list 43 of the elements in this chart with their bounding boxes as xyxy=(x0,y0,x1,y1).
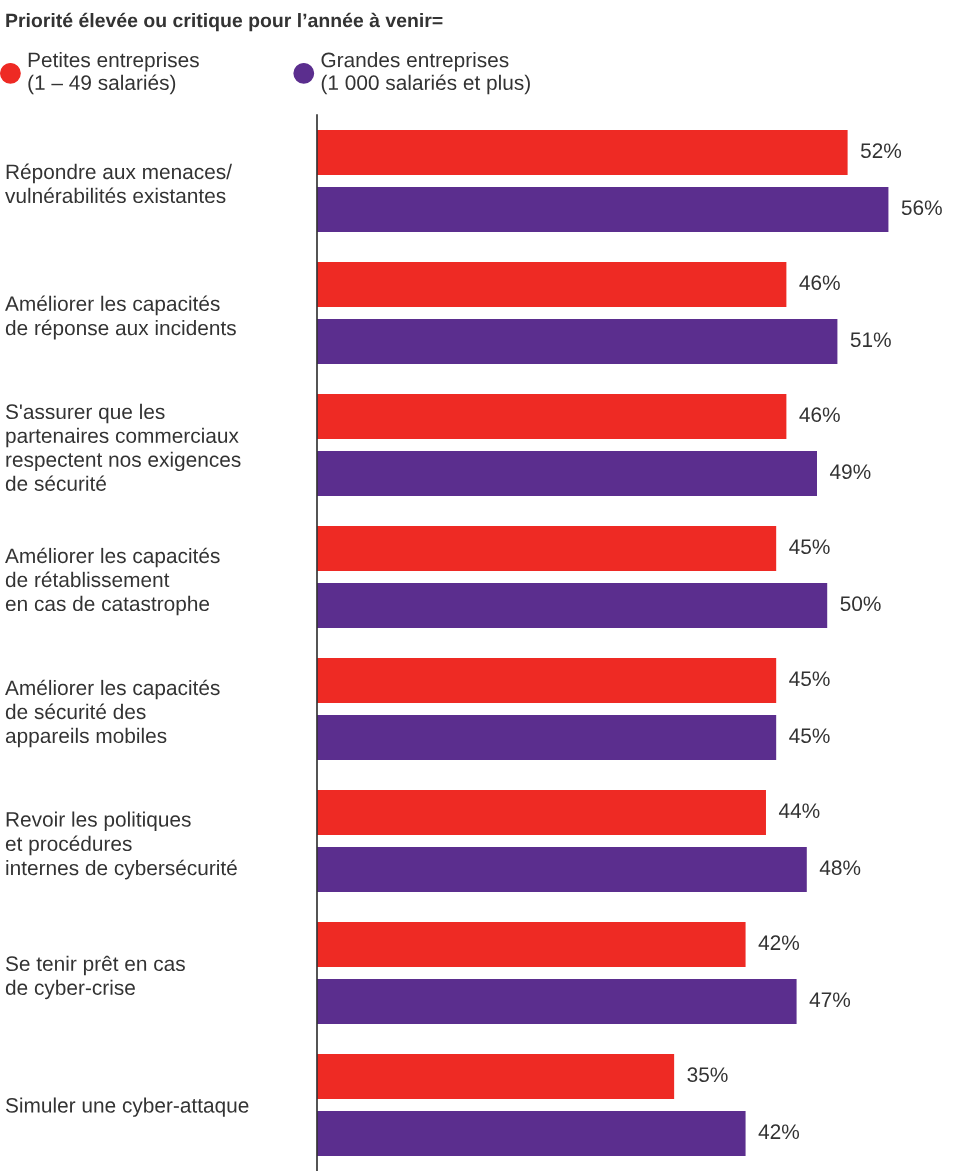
data-label: 49% xyxy=(829,464,871,480)
data-label: 46% xyxy=(799,275,840,291)
data-label: 45% xyxy=(789,728,830,744)
bar xyxy=(317,394,787,439)
y-tick-label: S'assurer que les partenaires commerciaux respectent nos exigences de sécurité xyxy=(5,403,241,491)
data-label: 52% xyxy=(860,143,902,159)
data-label: 44% xyxy=(778,803,820,819)
data-label: 45% xyxy=(789,539,830,555)
bar xyxy=(317,658,777,703)
data-label: 48% xyxy=(819,860,861,876)
bar xyxy=(317,130,848,175)
legend-label: Petites entreprises (1 – 49 salariés) xyxy=(28,52,199,95)
data-label: 56% xyxy=(901,200,942,216)
data-label: 42% xyxy=(758,1124,800,1140)
bar xyxy=(317,922,746,967)
bar xyxy=(317,526,777,571)
bar xyxy=(317,979,797,1024)
bar xyxy=(317,451,817,496)
bar xyxy=(317,1111,746,1156)
data-label: 42% xyxy=(758,935,800,951)
data-label: 51% xyxy=(850,332,891,348)
bar xyxy=(317,790,766,835)
data-label: 46% xyxy=(799,407,840,423)
bar xyxy=(317,319,838,364)
bar xyxy=(317,715,777,760)
data-label: 35% xyxy=(687,1067,728,1083)
bar xyxy=(317,583,828,628)
y-tick-label: Revoir les politiques et procédures internes de cybersécurité xyxy=(5,811,237,880)
data-label: 50% xyxy=(840,596,881,612)
bar xyxy=(317,1054,675,1099)
data-label: 47% xyxy=(809,992,851,1008)
data-label: 45% xyxy=(789,671,830,687)
y-tick-label: Simuler une cyber-attaque xyxy=(5,1097,249,1117)
bar xyxy=(317,847,807,892)
bar xyxy=(317,262,787,307)
y-tick-label: Améliorer les capacités de sécurité des appareils mobiles xyxy=(5,679,220,748)
bar xyxy=(317,187,889,232)
chart-title: Priorité élevée ou critique pour l’année à venir= xyxy=(6,12,443,32)
y-tick-label: Améliorer les capacités de réponse aux incidents xyxy=(5,295,236,340)
y-tick-label: Répondre aux menaces/ vulnérabilités existantes xyxy=(5,163,232,204)
y-tick-label: Se tenir prêt en cas de cyber-crise xyxy=(5,955,185,1000)
y-tick-label: Améliorer les capacités de rétablissement en cas de catastrophe xyxy=(5,547,220,616)
legend-label: Grandes entreprises (1 000 salariés et plus) xyxy=(321,52,530,95)
